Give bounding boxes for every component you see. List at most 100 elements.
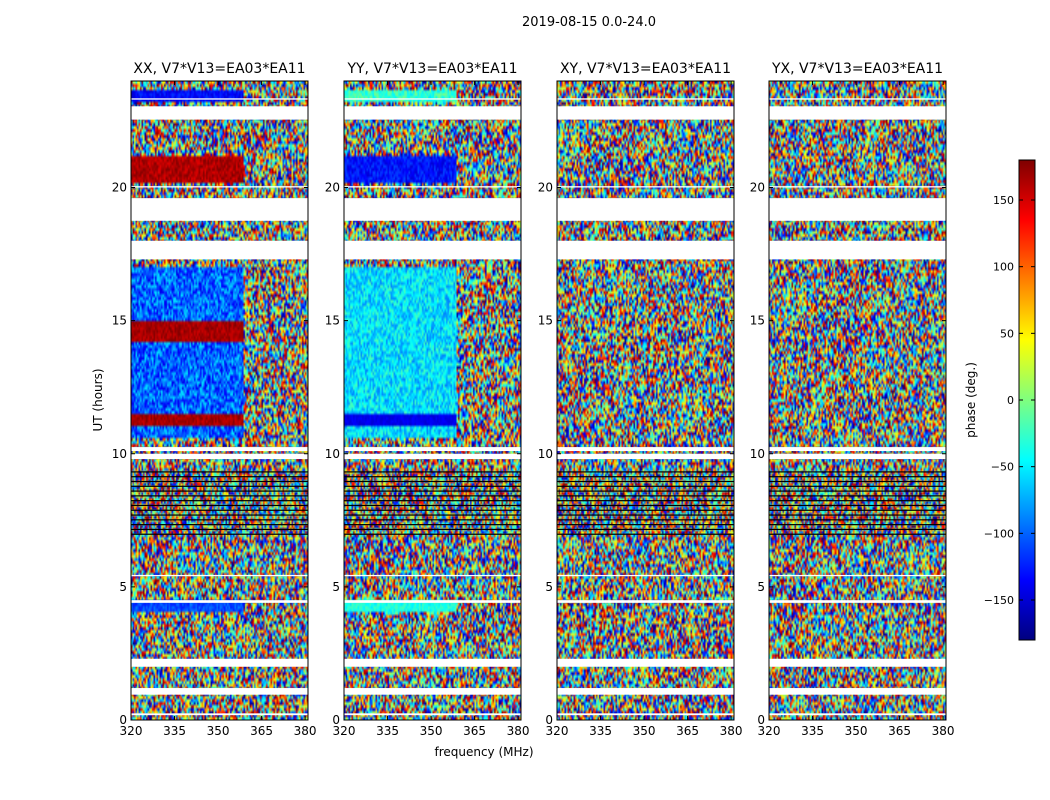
flag-line <box>131 480 308 483</box>
flagged-band <box>131 186 308 188</box>
x-tick-label: 365 <box>676 724 699 738</box>
colorbar-label: phase (deg.) <box>964 362 978 438</box>
y-tick-label: 0 <box>332 713 340 727</box>
x-tick-label: 335 <box>801 724 824 738</box>
flag-line <box>344 514 521 516</box>
flag-line <box>344 533 521 535</box>
flag-line <box>344 495 521 497</box>
flag-line <box>131 533 308 535</box>
flag-line <box>769 524 946 526</box>
flagged-band <box>131 453 308 460</box>
flagged-band <box>769 98 946 100</box>
flag-line <box>557 500 734 502</box>
flag-line <box>131 490 308 492</box>
x-tick-label: 335 <box>589 724 612 738</box>
flag-line <box>769 490 946 492</box>
flag-line <box>557 533 734 535</box>
flagged-band <box>769 713 946 716</box>
x-tick-label: 335 <box>163 724 186 738</box>
flag-line <box>769 476 946 478</box>
y-tick-label: 20 <box>538 181 553 195</box>
panel-title-xx: XX, V7*V13=EA03*EA11 <box>133 61 305 77</box>
flagged-band <box>344 658 521 667</box>
flag-line <box>344 500 521 502</box>
colorbar-tick-label: 150 <box>993 194 1014 207</box>
flagged-band <box>344 688 521 695</box>
x-tick-label: 380 <box>932 724 955 738</box>
heatmap-image-xx <box>131 81 308 720</box>
flag-line <box>769 519 946 521</box>
flagged-band <box>131 198 308 221</box>
flag-line <box>131 528 308 531</box>
panel-frame <box>556 80 735 721</box>
flag-line <box>131 500 308 502</box>
x-tick-label: 350 <box>207 724 230 738</box>
y-tick-label: 0 <box>119 713 127 727</box>
flag-line <box>557 490 734 492</box>
flag-line <box>769 480 946 483</box>
y-tick-label: 15 <box>325 314 340 328</box>
flag-line <box>131 485 308 487</box>
x-tick-label: 350 <box>845 724 868 738</box>
flagged-band <box>769 658 946 667</box>
colorbar-tick-label: −150 <box>984 594 1014 607</box>
flag-line <box>769 528 946 531</box>
y-tick-label: 20 <box>750 181 765 195</box>
y-tick-label: 10 <box>750 447 765 461</box>
flagged-band <box>557 186 734 188</box>
flagged-band <box>344 600 521 603</box>
flagged-band <box>131 713 308 716</box>
flag-line <box>344 471 521 473</box>
x-tick-label: 335 <box>376 724 399 738</box>
x-tick-label: 365 <box>463 724 486 738</box>
panel-frame <box>343 80 522 721</box>
flagged-band <box>131 106 308 120</box>
flag-line <box>131 471 308 473</box>
flag-line <box>131 524 308 526</box>
flagged-band <box>131 658 308 667</box>
flagged-band <box>769 453 946 460</box>
flag-line <box>557 471 734 473</box>
panel-frame <box>768 80 947 721</box>
flagged-band <box>557 447 734 452</box>
panel-title-yx: YX, V7*V13=EA03*EA11 <box>771 61 943 77</box>
flagged-band <box>769 574 946 577</box>
flag-line <box>557 509 734 511</box>
flagged-band <box>557 658 734 667</box>
flagged-band <box>131 688 308 695</box>
x-tick-label: 380 <box>294 724 317 738</box>
flagged-band <box>131 240 308 260</box>
flagged-band <box>131 600 308 603</box>
x-tick-label: 365 <box>250 724 273 738</box>
flag-line <box>557 504 734 507</box>
flag-line <box>344 490 521 492</box>
flagged-band <box>557 453 734 460</box>
flag-line <box>131 504 308 507</box>
y-tick-label: 5 <box>119 580 127 594</box>
flag-line <box>557 485 734 487</box>
y-tick-label: 0 <box>545 713 553 727</box>
flagged-band <box>344 186 521 188</box>
flag-line <box>769 509 946 511</box>
flag-line <box>344 519 521 521</box>
panel-xx: XX, V7*V13=EA03*EA11 320 335 350 365 380 0 5 10 1… <box>112 61 317 738</box>
x-tick-label: 365 <box>888 724 911 738</box>
flag-line <box>557 514 734 516</box>
flag-line <box>131 509 308 511</box>
x-tick-label: 320 <box>546 724 569 738</box>
flag-line <box>769 500 946 502</box>
panel-title-xy: XY, V7*V13=EA03*EA11 <box>560 61 731 77</box>
flag-line <box>131 495 308 497</box>
flag-line <box>131 514 308 516</box>
flag-line <box>557 480 734 483</box>
flagged-band <box>344 453 521 460</box>
heatmap-image-xy <box>557 81 734 720</box>
y-tick-label: 20 <box>112 181 127 195</box>
flagged-band <box>557 574 734 577</box>
x-tick-label: 320 <box>758 724 781 738</box>
y-tick-label: 5 <box>757 580 765 594</box>
x-tick-label: 320 <box>333 724 356 738</box>
flagged-band <box>557 713 734 716</box>
flagged-band <box>769 600 946 603</box>
